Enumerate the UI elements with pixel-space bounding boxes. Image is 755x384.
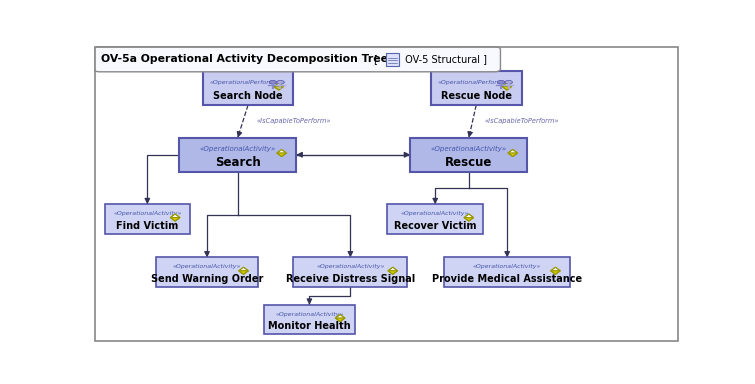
Text: Send Warning Order: Send Warning Order (151, 274, 263, 284)
Text: «OperationalPerformer»: «OperationalPerformer» (210, 79, 286, 84)
FancyBboxPatch shape (264, 305, 355, 334)
FancyBboxPatch shape (156, 258, 258, 287)
Text: «OperationalActivity»: «OperationalActivity» (401, 211, 470, 216)
FancyBboxPatch shape (411, 138, 528, 172)
Text: «IsCapableToPerform»: «IsCapableToPerform» (257, 119, 331, 124)
FancyBboxPatch shape (293, 258, 408, 287)
Polygon shape (239, 271, 248, 275)
Polygon shape (464, 218, 473, 221)
Text: Search: Search (215, 156, 260, 169)
Polygon shape (239, 267, 248, 271)
Text: Rescue: Rescue (445, 156, 492, 169)
FancyBboxPatch shape (179, 138, 296, 172)
Polygon shape (508, 149, 518, 153)
FancyBboxPatch shape (105, 204, 190, 234)
Circle shape (505, 80, 513, 84)
FancyBboxPatch shape (387, 204, 483, 234)
FancyBboxPatch shape (94, 47, 501, 72)
Text: «OperationalActivity»: «OperationalActivity» (473, 265, 541, 270)
Polygon shape (171, 214, 180, 218)
Polygon shape (502, 86, 512, 90)
Polygon shape (388, 267, 398, 271)
Text: Receive Distress Signal: Receive Distress Signal (285, 274, 415, 284)
Polygon shape (550, 267, 560, 271)
Polygon shape (335, 318, 345, 322)
FancyBboxPatch shape (202, 71, 293, 105)
FancyBboxPatch shape (386, 53, 399, 66)
Polygon shape (508, 153, 518, 157)
Polygon shape (335, 314, 345, 318)
Text: Monitor Health: Monitor Health (268, 321, 351, 331)
Text: «OperationalActivity»: «OperationalActivity» (199, 146, 276, 152)
Text: «OperationalActivity»: «OperationalActivity» (316, 265, 384, 270)
FancyBboxPatch shape (431, 71, 522, 105)
FancyBboxPatch shape (444, 258, 570, 287)
Text: «OperationalActivity»: «OperationalActivity» (173, 265, 241, 270)
Text: Rescue Node: Rescue Node (441, 91, 512, 101)
Circle shape (498, 80, 505, 84)
Polygon shape (274, 83, 284, 86)
Polygon shape (171, 218, 180, 221)
Polygon shape (274, 86, 284, 90)
Text: OV-5a Operational Activity Decomposition Tree: OV-5a Operational Activity Decomposition… (101, 54, 388, 64)
Text: «OperationalActivity»: «OperationalActivity» (276, 312, 344, 317)
Text: Search Node: Search Node (213, 91, 283, 101)
Text: Find Victim: Find Victim (116, 220, 178, 230)
Polygon shape (502, 83, 512, 86)
Text: «IsCapableToPerform»: «IsCapableToPerform» (485, 119, 559, 124)
Text: [: [ (374, 54, 381, 64)
Circle shape (277, 80, 284, 84)
Polygon shape (388, 271, 398, 275)
Text: Provide Medical Assistance: Provide Medical Assistance (432, 274, 582, 284)
Polygon shape (277, 149, 286, 153)
Text: «OperationalActivity»: «OperationalActivity» (113, 211, 181, 216)
Text: «OperationalActivity»: «OperationalActivity» (431, 146, 507, 152)
Polygon shape (464, 214, 473, 218)
Text: OV-5 Structural ]: OV-5 Structural ] (402, 54, 486, 64)
Text: Recover Victim: Recover Victim (394, 220, 476, 230)
Polygon shape (277, 153, 286, 157)
Circle shape (269, 80, 276, 84)
Text: «OperationalPerformer»: «OperationalPerformer» (438, 79, 514, 84)
Polygon shape (550, 271, 560, 275)
